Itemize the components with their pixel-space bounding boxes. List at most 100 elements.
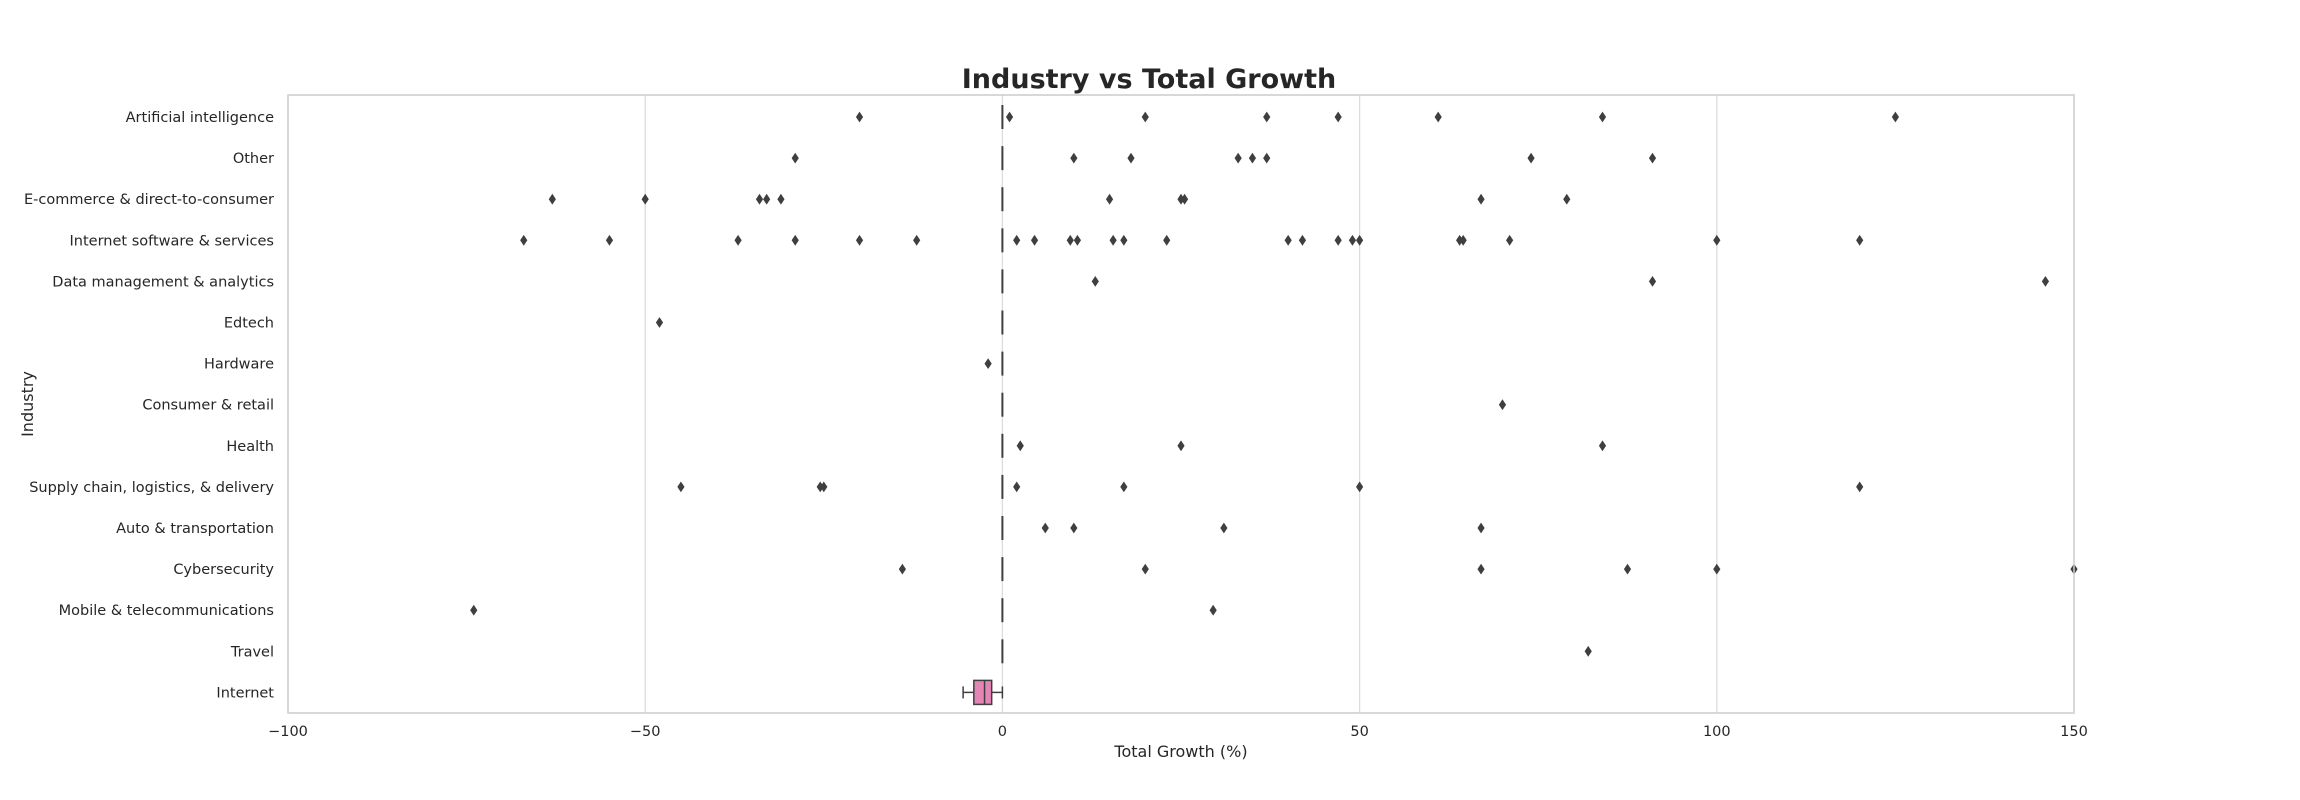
- outlier-point: [1105, 193, 1114, 205]
- outlier-point: [1356, 481, 1364, 493]
- outlier-point: [1091, 276, 1099, 287]
- outlier-point: [677, 481, 685, 493]
- outlier-point: [1598, 111, 1607, 123]
- outlier-point: [1348, 234, 1357, 246]
- outlier-point: [1013, 481, 1021, 493]
- outlier-point: [1498, 399, 1507, 411]
- outlier-point: [791, 152, 799, 164]
- outlier-point: [1163, 234, 1171, 246]
- outlier-point: [1284, 234, 1292, 246]
- outlier-point: [1563, 193, 1571, 205]
- y-tick-label: Internet: [216, 685, 274, 701]
- y-tick-label: Hardware: [204, 357, 274, 373]
- y-tick-label: Internet software & services: [70, 233, 274, 249]
- y-tick-label: Artificial intelligence: [126, 110, 274, 126]
- box-iqr: [973, 679, 993, 706]
- outlier-point: [1648, 152, 1657, 164]
- outlier-point: [791, 234, 799, 246]
- outlier-point: [1070, 152, 1078, 164]
- outlier-point: [1141, 111, 1149, 123]
- y-tick-labels: Artificial intelligence Other E-commerce &…: [24, 110, 274, 701]
- outlier-point: [1234, 152, 1242, 164]
- outlier-point: [855, 111, 864, 123]
- outlier-layer: [470, 111, 2078, 657]
- y-tick-label: Supply chain, logistics, & delivery: [29, 480, 274, 496]
- outlier-point: [1177, 440, 1185, 452]
- outlier-point: [641, 193, 649, 205]
- outlier-point: [1506, 234, 1514, 246]
- outlier-point: [763, 193, 771, 205]
- outlier-point: [1623, 563, 1632, 575]
- outlier-point: [1713, 234, 1721, 246]
- outlier-point: [1356, 234, 1364, 246]
- x-tick-label: 150: [2060, 724, 2088, 740]
- outlier-point: [1477, 522, 1485, 534]
- outlier-point: [1209, 604, 1217, 616]
- outlier-point: [1334, 111, 1342, 123]
- outlier-point: [734, 234, 742, 246]
- outlier-point: [1070, 522, 1078, 534]
- y-tick-label: Consumer & retail: [142, 398, 274, 414]
- outlier-point: [1459, 234, 1467, 246]
- outlier-point: [1248, 152, 1257, 164]
- outlier-point: [777, 193, 785, 205]
- y-tick-label: Cybersecurity: [173, 562, 274, 578]
- grid-layer: [644, 95, 1718, 713]
- outlier-point: [1263, 111, 1271, 123]
- outlier-point: [1180, 193, 1189, 205]
- x-tick-label: −50: [630, 724, 661, 740]
- plot-frame: [287, 94, 2075, 714]
- y-tick-label: Data management & analytics: [52, 274, 274, 290]
- outlier-point: [1109, 234, 1117, 246]
- outlier-point: [1120, 481, 1128, 493]
- outlier-point: [1141, 563, 1149, 575]
- outlier-point: [1066, 234, 1074, 246]
- outlier-point: [1120, 234, 1128, 246]
- x-tick-label: −100: [268, 724, 308, 740]
- y-tick-label: Auto & transportation: [116, 521, 274, 537]
- outlier-point: [655, 317, 664, 328]
- box-layer: [962, 105, 1004, 706]
- outlier-point: [855, 234, 864, 246]
- outlier-point: [1648, 276, 1657, 287]
- outlier-point: [605, 234, 614, 246]
- outlier-point: [1263, 152, 1271, 164]
- outlier-point: [520, 234, 528, 246]
- outlier-point: [1598, 440, 1607, 452]
- y-axis-label: Industry: [18, 371, 37, 437]
- outlier-point: [2041, 276, 2050, 287]
- chart-title: Industry vs Total Growth: [962, 64, 1336, 95]
- outlier-point: [913, 234, 921, 246]
- outlier-point: [1016, 440, 1024, 452]
- outlier-point: [1334, 234, 1342, 246]
- outlier-point: [1713, 563, 1721, 575]
- x-tick-label: 50: [1350, 724, 1368, 740]
- outlier-point: [548, 193, 556, 205]
- outlier-point: [1030, 234, 1039, 246]
- x-tick-labels: −100 −50 0 50 100 150: [268, 724, 2088, 740]
- outlier-point: [898, 563, 906, 575]
- outlier-point: [820, 481, 828, 493]
- outlier-point: [1527, 152, 1535, 164]
- outlier-point: [1856, 234, 1864, 246]
- outlier-point: [1434, 111, 1442, 123]
- outlier-point: [1584, 645, 1592, 657]
- outlier-point: [1005, 111, 1014, 123]
- y-tick-label: Health: [226, 439, 274, 455]
- x-tick-label: 100: [1703, 724, 1731, 740]
- outlier-point: [1041, 522, 1049, 534]
- outlier-point: [1891, 111, 1899, 123]
- x-axis-label: Total Growth (%): [1113, 742, 1247, 761]
- outlier-point: [1013, 234, 1021, 246]
- y-tick-label: E-commerce & direct-to-consumer: [24, 192, 274, 208]
- outlier-point: [1477, 193, 1485, 205]
- outlier-point: [984, 358, 992, 369]
- y-tick-label: Other: [233, 151, 274, 167]
- outlier-point: [1073, 234, 1082, 246]
- outlier-point: [1477, 563, 1485, 575]
- outlier-point: [470, 604, 478, 616]
- y-tick-label: Mobile & telecommunications: [59, 603, 274, 619]
- outlier-point: [1856, 481, 1864, 493]
